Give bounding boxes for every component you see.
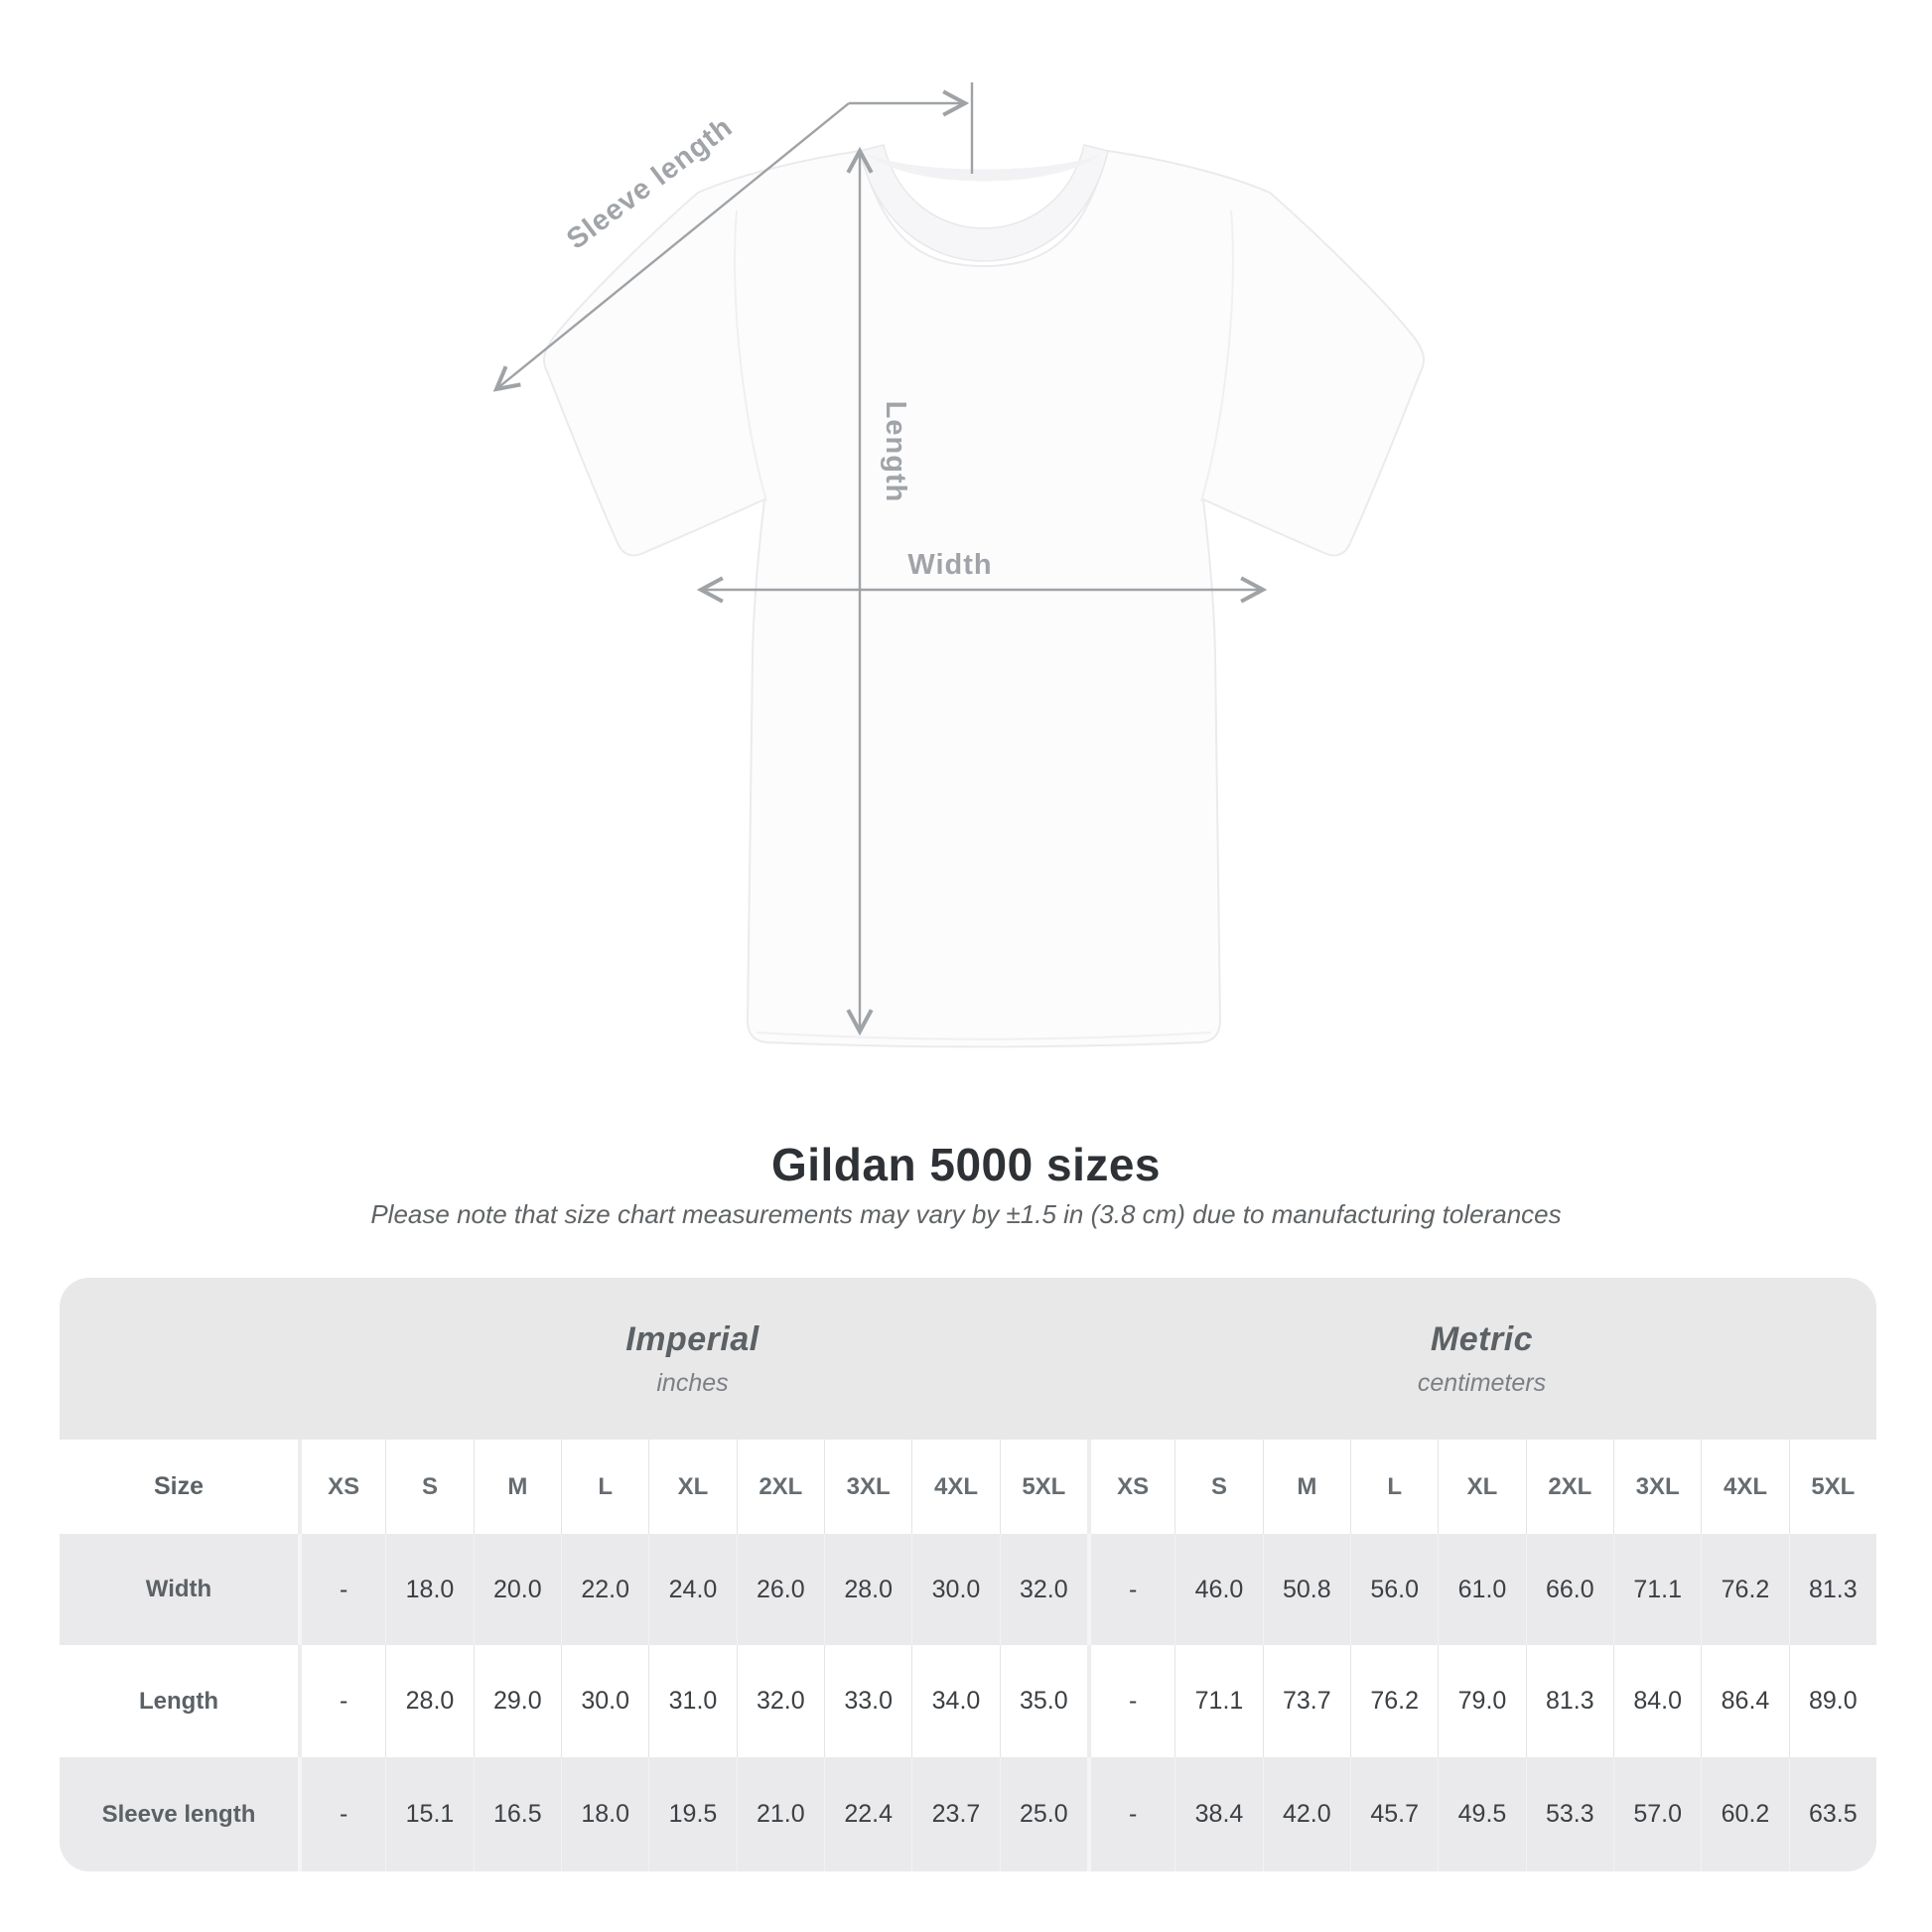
- value-cell: 32.0: [999, 1534, 1087, 1645]
- value-cell: 22.0: [561, 1534, 649, 1645]
- row-label-length: Length: [60, 1645, 298, 1757]
- value-cell: 19.5: [648, 1757, 737, 1871]
- value-cell: 57.0: [1613, 1757, 1702, 1871]
- value-cell: -: [298, 1534, 386, 1645]
- value-cell: 81.3: [1525, 1645, 1613, 1757]
- size-header: 4XL: [911, 1440, 1000, 1534]
- value-cell: 21.0: [736, 1757, 824, 1871]
- size-header: S: [385, 1440, 474, 1534]
- value-cell: 18.0: [561, 1757, 649, 1871]
- size-header: L: [561, 1440, 649, 1534]
- size-header: 5XL: [999, 1440, 1087, 1534]
- value-cell: 53.3: [1525, 1757, 1613, 1871]
- value-cell: 76.2: [1701, 1534, 1789, 1645]
- value-cell: 23.7: [911, 1757, 1000, 1871]
- value-cell: 35.0: [999, 1645, 1087, 1757]
- size-header: 4XL: [1701, 1440, 1789, 1534]
- value-cell: 60.2: [1701, 1757, 1789, 1871]
- value-cell: -: [1087, 1534, 1175, 1645]
- value-cell: 25.0: [999, 1757, 1087, 1871]
- page-title: Gildan 5000 sizes: [770, 1139, 1162, 1190]
- value-cell: 24.0: [648, 1534, 737, 1645]
- size-header: XS: [1087, 1440, 1175, 1534]
- value-cell: 28.0: [824, 1534, 912, 1645]
- value-cell: 76.2: [1350, 1645, 1439, 1757]
- value-cell: 61.0: [1438, 1534, 1526, 1645]
- value-cell: 42.0: [1262, 1757, 1350, 1871]
- row-label-sleeve-length: Sleeve length: [60, 1757, 298, 1871]
- value-cell: 71.1: [1613, 1534, 1702, 1645]
- metric-label: Metric: [1430, 1319, 1534, 1358]
- value-cell: 30.0: [911, 1534, 1000, 1645]
- value-cell: 89.0: [1788, 1645, 1876, 1757]
- value-cell: 49.5: [1438, 1757, 1526, 1871]
- value-cell: 63.5: [1788, 1757, 1876, 1871]
- size-header: 3XL: [824, 1440, 912, 1534]
- value-cell: 16.5: [473, 1757, 561, 1871]
- collar: [859, 144, 1109, 262]
- value-cell: -: [1087, 1645, 1175, 1757]
- tolerance-note: Please note that size chart measurements…: [370, 1199, 1562, 1229]
- size-header: M: [473, 1440, 561, 1534]
- value-cell: 79.0: [1438, 1645, 1526, 1757]
- value-cell: 29.0: [473, 1645, 561, 1757]
- size-header: M: [1262, 1440, 1350, 1534]
- band-spacer: [60, 1278, 298, 1440]
- value-cell: 46.0: [1174, 1534, 1263, 1645]
- value-cell: -: [1087, 1757, 1175, 1871]
- length-label: Length: [880, 401, 911, 503]
- value-cell: 71.1: [1174, 1645, 1263, 1757]
- imperial-unit: inches: [656, 1368, 729, 1397]
- value-cell: 34.0: [911, 1645, 1000, 1757]
- row-label-width: Width: [60, 1534, 298, 1645]
- value-cell: 22.4: [824, 1757, 912, 1871]
- value-cell: 81.3: [1788, 1534, 1876, 1645]
- value-cell: 66.0: [1525, 1534, 1613, 1645]
- size-header: 5XL: [1788, 1440, 1876, 1534]
- value-cell: 33.0: [824, 1645, 912, 1757]
- value-cell: -: [298, 1757, 386, 1871]
- size-header: L: [1350, 1440, 1439, 1534]
- sleeve-length-line: [492, 102, 850, 392]
- tshirt-illustration: [542, 144, 1426, 1048]
- value-cell: 31.0: [648, 1645, 737, 1757]
- collar-back: [866, 153, 1102, 182]
- value-cell: -: [298, 1645, 386, 1757]
- value-cell: 86.4: [1701, 1645, 1789, 1757]
- imperial-label: Imperial: [625, 1319, 759, 1358]
- size-table: Imperial inches Metric centimeters Size …: [60, 1278, 1876, 1871]
- value-cell: 45.7: [1350, 1757, 1439, 1871]
- size-header: 3XL: [1613, 1440, 1702, 1534]
- value-cell: 28.0: [385, 1645, 474, 1757]
- value-cell: 15.1: [385, 1757, 474, 1871]
- size-header: 2XL: [736, 1440, 824, 1534]
- size-header: 2XL: [1525, 1440, 1613, 1534]
- value-cell: 38.4: [1174, 1757, 1263, 1871]
- value-cell: 50.8: [1262, 1534, 1350, 1645]
- width-label: Width: [907, 549, 992, 581]
- value-cell: 84.0: [1613, 1645, 1702, 1757]
- size-header: XL: [648, 1440, 737, 1534]
- value-cell: 56.0: [1350, 1534, 1439, 1645]
- value-cell: 30.0: [561, 1645, 649, 1757]
- value-cell: 26.0: [736, 1534, 824, 1645]
- size-header: S: [1174, 1440, 1263, 1534]
- value-cell: 32.0: [736, 1645, 824, 1757]
- size-header: XS: [298, 1440, 386, 1534]
- value-cell: 73.7: [1262, 1645, 1350, 1757]
- tshirt-measurement-diagram: Sleeve length Length Width: [492, 82, 1426, 1048]
- metric-unit: centimeters: [1417, 1368, 1547, 1397]
- imperial-band: Imperial inches: [298, 1278, 1087, 1440]
- size-column-header: Size: [60, 1440, 298, 1534]
- metric-band: Metric centimeters: [1087, 1278, 1876, 1440]
- value-cell: 20.0: [473, 1534, 561, 1645]
- size-header: XL: [1438, 1440, 1526, 1534]
- value-cell: 18.0: [385, 1534, 474, 1645]
